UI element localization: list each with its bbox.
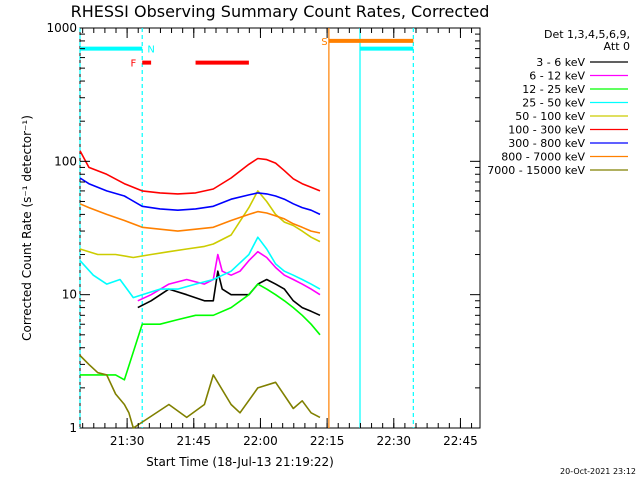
y-tick-label: 1000 (46, 21, 77, 35)
legend-label: 50 - 100 keV (515, 110, 585, 123)
series-line-7 (79, 203, 321, 234)
x-tick-label: 22:30 (376, 434, 411, 448)
legend-label: 7000 - 15000 keV (487, 164, 585, 177)
legend-label: 300 - 800 keV (508, 137, 585, 150)
series-line-0 (137, 270, 321, 317)
plot-area (79, 27, 481, 429)
series-line-4 (79, 190, 321, 259)
flag-segments: NF S (80, 37, 414, 70)
series-line-2 (80, 283, 321, 381)
x-tick-label: 21:45 (176, 434, 211, 448)
x-axis-label: Start Time (18-Jul-13 21:19:22) (146, 455, 334, 469)
legend-label: 3 - 6 keV (536, 56, 585, 69)
y-tick-label: 1 (69, 421, 77, 435)
vertical-markers (79, 28, 414, 428)
flag-label-f: F (130, 59, 136, 70)
series-line-5 (79, 150, 321, 195)
legend-header-line-2: Att 0 (604, 40, 630, 53)
plot-frame (79, 27, 481, 429)
series-line-6 (79, 177, 321, 216)
flag-label-s: S (321, 37, 327, 48)
legend-header-line-1: Det 1,3,4,5,6,9, (544, 28, 630, 41)
x-tick-label: 22:15 (310, 434, 345, 448)
timestamp: 20-Oct-2021 23:12 (560, 467, 636, 476)
x-axis: 21:30 21:45 22:00 22:15 22:30 22:45 (82, 28, 478, 448)
x-tick-label: 21:30 (110, 434, 145, 448)
y-tick-label: 10 (62, 288, 77, 302)
series-layer (79, 150, 321, 429)
flag-label-n: N (147, 45, 154, 56)
series-line-3 (79, 236, 321, 299)
x-tick-label: 22:00 (243, 434, 278, 448)
y-tick-label: 100 (54, 154, 77, 168)
legend-label: 12 - 25 keV (522, 83, 585, 96)
legend-label: 6 - 12 keV (529, 70, 585, 83)
y-axis-label: Corrected Count Rate (s⁻¹ detector⁻¹) (20, 115, 34, 341)
y-axis: 1 10 100 1000 (46, 21, 480, 435)
series-line-8 (79, 354, 321, 429)
series-line-1 (137, 250, 321, 302)
chart-title: RHESSI Observing Summary Count Rates, Co… (71, 2, 490, 21)
legend-label: 25 - 50 keV (522, 97, 585, 110)
legend-label: 800 - 7000 keV (501, 151, 585, 164)
x-tick-label: 22:45 (443, 434, 478, 448)
legend-label: 100 - 300 keV (508, 124, 585, 137)
